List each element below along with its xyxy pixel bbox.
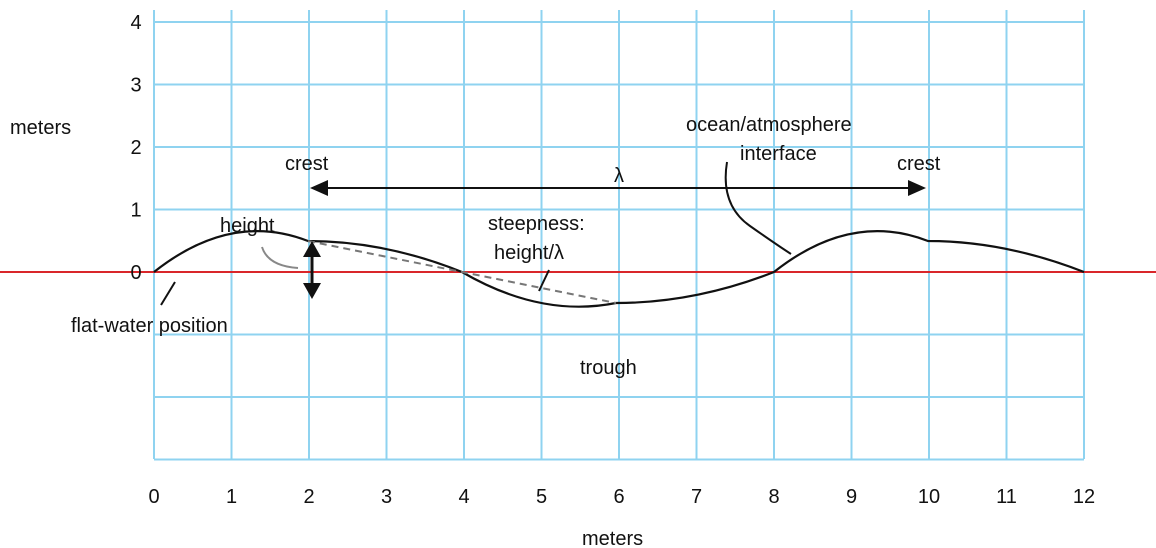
steepness-label: steepness: (488, 213, 585, 235)
steepness-formula: height/λ (494, 242, 564, 264)
height-arrow (303, 241, 321, 299)
wave-crest-left (153, 230, 463, 274)
y-tick-label: 4 (130, 12, 141, 34)
wave-crest-right (773, 230, 1085, 274)
y-tick-label: 3 (130, 75, 141, 97)
crest-label-right: crest (897, 153, 941, 175)
x-tick-label: 0 (148, 486, 159, 508)
x-tick-label: 2 (303, 486, 314, 508)
interface-label: ocean/atmosphere (686, 114, 852, 136)
wavelength-symbol: λ (614, 165, 624, 187)
interface-pointer (724, 161, 792, 255)
trough-label: trough (580, 357, 637, 379)
flat-water-pointer (160, 281, 176, 306)
x-axis-label: meters (582, 528, 643, 548)
steepness-dashed-line (307, 240, 617, 304)
x-tick-label: 7 (691, 486, 702, 508)
x-tick-label: 8 (768, 486, 779, 508)
x-tick-label: 4 (458, 486, 469, 508)
y-axis-ticks: 4 3 2 1 0 (130, 12, 141, 284)
x-tick-label: 11 (996, 486, 1017, 508)
steepness-pointer (538, 269, 550, 292)
y-tick-label: 1 (130, 200, 141, 222)
x-tick-label: 6 (613, 486, 624, 508)
y-tick-label: 2 (130, 137, 141, 159)
x-tick-label: 10 (918, 486, 940, 508)
flat-water-label: flat-water position (71, 315, 228, 337)
grid (153, 10, 1085, 461)
height-pointer (261, 246, 299, 269)
x-tick-label: 9 (846, 486, 857, 508)
interface-label-line2: interface (740, 143, 817, 165)
height-label: height (220, 215, 275, 237)
crest-label-left: crest (285, 153, 329, 175)
x-tick-label: 5 (536, 486, 547, 508)
y-tick-label: 0 (130, 262, 141, 284)
x-tick-label: 1 (226, 486, 237, 508)
x-axis-ticks: 0 1 2 3 4 5 6 7 8 9 10 11 12 (148, 486, 1095, 508)
x-tick-label: 12 (1073, 486, 1095, 508)
y-axis-label: meters (10, 117, 71, 139)
x-tick-label: 3 (381, 486, 392, 508)
wavelength-arrow (310, 180, 926, 196)
